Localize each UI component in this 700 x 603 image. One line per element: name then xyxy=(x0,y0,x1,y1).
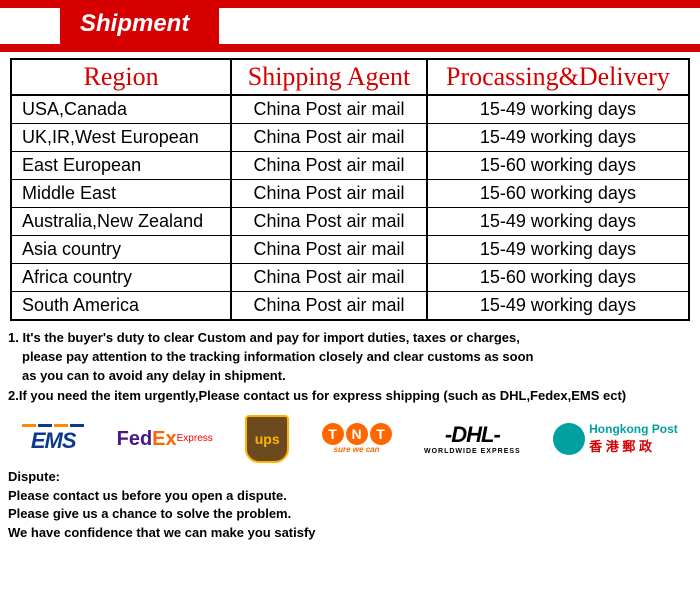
dhl-logo: -DHL- WORLDWIDE EXPRESS xyxy=(424,422,521,455)
table-cell: China Post air mail xyxy=(231,264,427,292)
note-line: please pay attention to the tracking inf… xyxy=(8,348,692,366)
hk-bird-icon xyxy=(553,423,585,455)
carrier-logos: EMS FedEx Express ups T N T sure we can … xyxy=(0,412,700,466)
table-row: UK,IR,West EuropeanChina Post air mail15… xyxy=(11,124,689,152)
notes-block: 1. It's the buyer's duty to clear Custom… xyxy=(0,325,700,412)
fedex-fed: Fed xyxy=(117,428,153,450)
table-cell: Africa country xyxy=(11,264,231,292)
ups-logo: ups xyxy=(245,415,289,463)
dispute-line: Please contact us before you open a disp… xyxy=(8,487,692,506)
table-cell: South America xyxy=(11,292,231,321)
table-cell: UK,IR,West European xyxy=(11,124,231,152)
tnt-letter: T xyxy=(370,423,392,445)
dispute-line: Please give us a chance to solve the pro… xyxy=(8,505,692,524)
fedex-logo: FedEx Express xyxy=(117,430,213,448)
col-agent: Shipping Agent xyxy=(231,59,427,95)
table-cell: China Post air mail xyxy=(231,95,427,124)
table-cell: China Post air mail xyxy=(231,180,427,208)
table-cell: 15-49 working days xyxy=(427,124,689,152)
ems-logo: EMS xyxy=(22,424,84,454)
table-row: USA,CanadaChina Post air mail15-49 worki… xyxy=(11,95,689,124)
hk-zh: 香 港 郵 政 xyxy=(589,436,678,455)
note-line: as you can to avoid any delay in shipmen… xyxy=(8,367,692,385)
table-cell: Asia country xyxy=(11,236,231,264)
ups-text: ups xyxy=(255,431,280,447)
tnt-sub: sure we can xyxy=(334,445,380,454)
table-cell: China Post air mail xyxy=(231,292,427,321)
hk-en: Hongkong Post xyxy=(589,422,678,436)
dispute-heading: Dispute: xyxy=(8,468,692,487)
tnt-logo: T N T sure we can xyxy=(322,423,392,454)
table-row: East EuropeanChina Post air mail15-60 wo… xyxy=(11,152,689,180)
table-cell: 15-49 working days xyxy=(427,208,689,236)
shipping-table: Region Shipping Agent Procassing&Deliver… xyxy=(10,58,690,321)
table-row: Middle EastChina Post air mail15-60 work… xyxy=(11,180,689,208)
banner: Shipment xyxy=(0,8,700,52)
ems-stripes-icon xyxy=(22,424,84,427)
page: Shipment Region Shipping Agent Procassin… xyxy=(0,0,700,551)
table-cell: Middle East xyxy=(11,180,231,208)
fedex-sub: Express xyxy=(177,434,213,443)
table-cell: 15-60 working days xyxy=(427,180,689,208)
note-line: 2.If you need the item urgently,Please c… xyxy=(8,387,692,405)
table-cell: 15-49 working days xyxy=(427,292,689,321)
table-cell: East European xyxy=(11,152,231,180)
note-line: 1. It's the buyer's duty to clear Custom… xyxy=(8,329,692,347)
table-row: South AmericaChina Post air mail15-49 wo… xyxy=(11,292,689,321)
table-cell: China Post air mail xyxy=(231,152,427,180)
table-cell: China Post air mail xyxy=(231,124,427,152)
table-cell: Australia,New Zealand xyxy=(11,208,231,236)
table-cell: 15-60 working days xyxy=(427,264,689,292)
hongkong-post-logo: Hongkong Post 香 港 郵 政 xyxy=(553,422,678,455)
col-region: Region xyxy=(11,59,231,95)
ems-text: EMS xyxy=(31,428,76,454)
table-row: Australia,New ZealandChina Post air mail… xyxy=(11,208,689,236)
table-cell: China Post air mail xyxy=(231,236,427,264)
table-cell: 15-60 working days xyxy=(427,152,689,180)
banner-title: Shipment xyxy=(60,4,219,48)
table-cell: 15-49 working days xyxy=(427,95,689,124)
table-header-row: Region Shipping Agent Procassing&Deliver… xyxy=(11,59,689,95)
table-row: Africa countryChina Post air mail15-60 w… xyxy=(11,264,689,292)
dispute-line: We have confidence that we can make you … xyxy=(8,524,692,543)
table-cell: USA,Canada xyxy=(11,95,231,124)
dhl-text: -DHL- xyxy=(445,422,500,448)
table-row: Asia countryChina Post air mail15-49 wor… xyxy=(11,236,689,264)
table-cell: China Post air mail xyxy=(231,208,427,236)
fedex-ex: Ex xyxy=(152,428,176,450)
dispute-block: Dispute: Please contact us before you op… xyxy=(0,466,700,551)
tnt-letter: T xyxy=(322,423,344,445)
col-delivery: Procassing&Delivery xyxy=(427,59,689,95)
table-cell: 15-49 working days xyxy=(427,236,689,264)
tnt-letter: N xyxy=(346,423,368,445)
dhl-sub: WORLDWIDE EXPRESS xyxy=(424,448,521,455)
